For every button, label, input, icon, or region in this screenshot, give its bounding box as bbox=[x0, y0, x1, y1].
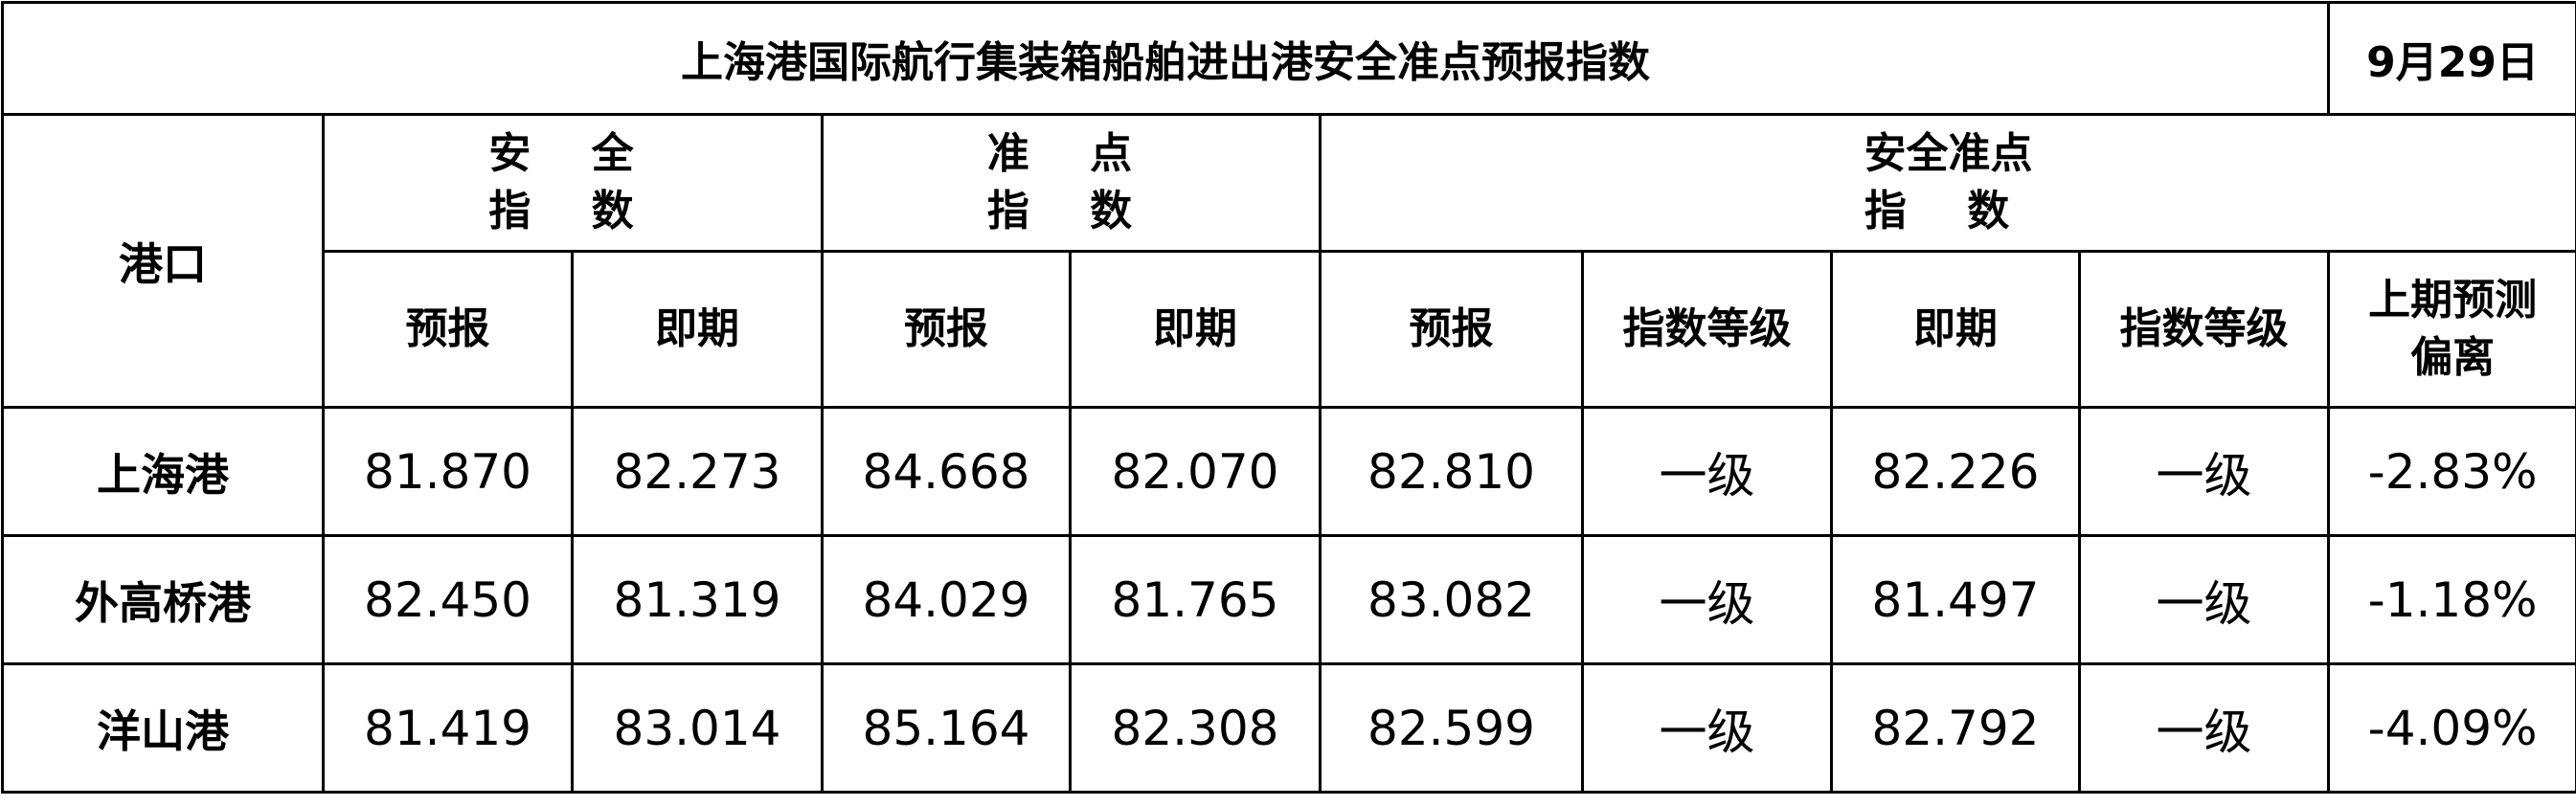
combined-forecast-header: 预报 bbox=[1321, 252, 1583, 408]
safety-forecast: 81.419 bbox=[324, 664, 573, 793]
header-line: 指 数 bbox=[824, 183, 1319, 240]
safety-forecast: 82.450 bbox=[324, 536, 573, 664]
safety-current: 83.014 bbox=[573, 664, 823, 793]
safety-index-header: 安 全指 数 bbox=[324, 115, 823, 252]
header-line: 指 数 bbox=[325, 183, 821, 240]
header-line: 安全准点 bbox=[1322, 125, 2575, 183]
safety-forecast-header: 预报 bbox=[324, 252, 573, 408]
punctuality-current: 82.070 bbox=[1071, 408, 1321, 536]
port-name: 外高桥港 bbox=[3, 536, 324, 664]
combined-forecast-grade: 一级 bbox=[1583, 536, 1832, 664]
safety-current: 81.319 bbox=[573, 536, 823, 664]
combined-current-grade-header: 指数等级 bbox=[2080, 252, 2329, 408]
punctuality-index-header: 准 点指 数 bbox=[823, 115, 1321, 252]
deviation: -4.09% bbox=[2329, 664, 2576, 793]
combined-index-header: 安全准点指 数 bbox=[1321, 115, 2576, 252]
table-title: 上海港国际航行集装箱船舶进出港安全准点预报指数 bbox=[3, 3, 2329, 115]
punctuality-forecast: 84.668 bbox=[823, 408, 1071, 536]
deviation-header: 上期预测偏离 bbox=[2329, 252, 2576, 408]
combined-current-grade: 一级 bbox=[2080, 536, 2329, 664]
header-line: 上期预测 bbox=[2330, 272, 2575, 329]
punctuality-forecast: 85.164 bbox=[823, 664, 1071, 793]
combined-forecast: 82.599 bbox=[1321, 664, 1583, 793]
port-name: 上海港 bbox=[3, 408, 324, 536]
date-label: 9月29日 bbox=[2329, 3, 2576, 115]
table-row: 上海港 81.870 82.273 84.668 82.070 82.810 一… bbox=[3, 408, 2576, 536]
combined-current: 81.497 bbox=[1832, 536, 2080, 664]
combined-forecast: 82.810 bbox=[1321, 408, 1583, 536]
safety-current: 82.273 bbox=[573, 408, 823, 536]
port-header: 港口 bbox=[3, 115, 324, 408]
combined-forecast-grade: 一级 bbox=[1583, 664, 1832, 793]
punctuality-current: 82.308 bbox=[1071, 664, 1321, 793]
combined-current: 82.792 bbox=[1832, 664, 2080, 793]
table-row: 外高桥港 82.450 81.319 84.029 81.765 83.082 … bbox=[3, 536, 2576, 664]
punctuality-current-header: 即期 bbox=[1071, 252, 1321, 408]
combined-forecast: 83.082 bbox=[1321, 536, 1583, 664]
combined-current-header: 即期 bbox=[1832, 252, 2080, 408]
combined-current-grade: 一级 bbox=[2080, 408, 2329, 536]
deviation: -1.18% bbox=[2329, 536, 2576, 664]
punctuality-current: 81.765 bbox=[1071, 536, 1321, 664]
header-line: 指 数 bbox=[1322, 183, 2575, 240]
combined-forecast-grade: 一级 bbox=[1583, 408, 1832, 536]
combined-current-grade: 一级 bbox=[2080, 664, 2329, 793]
combined-forecast-grade-header: 指数等级 bbox=[1583, 252, 1832, 408]
header-line: 偏离 bbox=[2330, 329, 2575, 387]
safety-forecast: 81.870 bbox=[324, 408, 573, 536]
deviation: -2.83% bbox=[2329, 408, 2576, 536]
punctuality-forecast: 84.029 bbox=[823, 536, 1071, 664]
header-line: 安 全 bbox=[325, 125, 821, 183]
punctuality-forecast-header: 预报 bbox=[823, 252, 1071, 408]
combined-current: 82.226 bbox=[1832, 408, 2080, 536]
safety-current-header: 即期 bbox=[573, 252, 823, 408]
table-row: 洋山港 81.419 83.014 85.164 82.308 82.599 一… bbox=[3, 664, 2576, 793]
header-line: 准 点 bbox=[824, 125, 1319, 183]
port-name: 洋山港 bbox=[3, 664, 324, 793]
